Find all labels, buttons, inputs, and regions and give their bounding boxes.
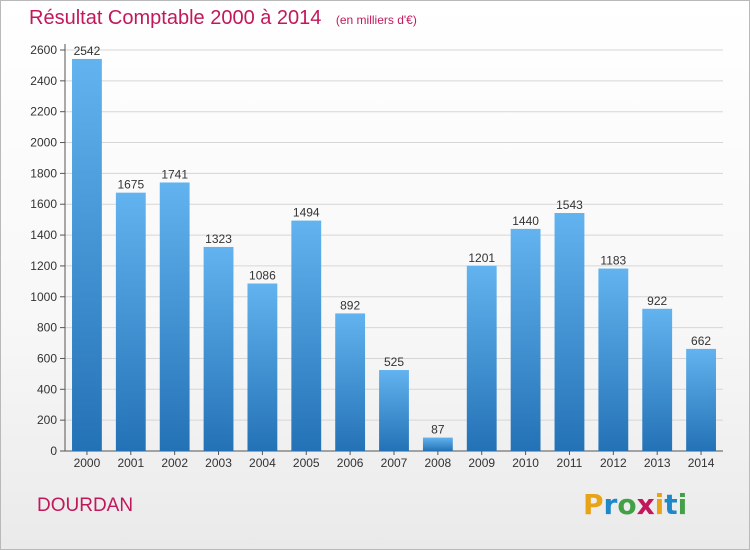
logo-letter: i	[677, 488, 688, 521]
bar-value-label: 1183	[600, 254, 626, 268]
bar-value-label: 1675	[117, 178, 144, 192]
commune-name: DOURDAN	[37, 495, 134, 516]
x-tick-label: 2006	[337, 456, 364, 470]
chart-subtitle: (en milliers d'€)	[335, 13, 417, 27]
bar	[335, 313, 366, 451]
bar-value-label: 1741	[161, 167, 188, 181]
x-tick-label: 2010	[512, 456, 539, 470]
bar	[379, 370, 409, 451]
bar	[115, 192, 146, 452]
logo-letter: t	[664, 488, 678, 521]
title-row: Résultat Comptable 2000 à 2014 (en milli…	[29, 7, 417, 30]
bar	[422, 437, 453, 451]
bar	[554, 213, 585, 451]
x-tick-label: 2011	[557, 456, 583, 470]
bar	[247, 283, 278, 451]
x-tick-label: 2007	[381, 456, 408, 470]
logo-letter: r	[603, 488, 618, 521]
y-tick-label: 0	[50, 444, 57, 458]
bar	[203, 246, 234, 451]
bar	[291, 220, 322, 451]
proxiti-logo: Proxiti	[583, 488, 687, 521]
y-tick-label: 2000	[30, 136, 57, 150]
bar-value-label: 2542	[74, 44, 101, 58]
bar	[642, 308, 673, 451]
x-tick-label: 2009	[468, 456, 495, 470]
logo-letter: i	[654, 488, 665, 521]
x-tick-label: 2013	[644, 456, 671, 470]
x-tick-label: 2014	[688, 456, 715, 470]
bar	[466, 265, 497, 451]
x-tick-label: 2003	[205, 456, 232, 470]
logo-letter: x	[636, 488, 655, 521]
bar	[510, 228, 541, 451]
y-tick-label: 800	[37, 321, 57, 335]
x-tick-label: 2004	[249, 456, 276, 470]
y-tick-label: 1400	[30, 228, 57, 242]
bar-value-label: 922	[647, 294, 667, 308]
bar-value-label: 525	[384, 355, 404, 369]
bar-value-label: 892	[340, 298, 360, 312]
x-tick-label: 2008	[425, 456, 452, 470]
bar	[598, 268, 629, 451]
y-tick-label: 1000	[30, 290, 57, 304]
y-tick-label: 1600	[30, 197, 57, 211]
y-tick-label: 400	[37, 382, 57, 396]
bar	[159, 182, 190, 451]
y-tick-label: 200	[37, 413, 57, 427]
y-tick-label: 2200	[30, 105, 57, 119]
bar-value-label: 1543	[556, 198, 583, 212]
bar-value-label: 1086	[249, 269, 276, 283]
y-tick-label: 1200	[30, 259, 57, 273]
x-tick-label: 2000	[74, 456, 101, 470]
bar	[72, 58, 102, 452]
y-tick-label: 2600	[30, 43, 57, 57]
logo-letter: o	[617, 488, 637, 521]
logo-letter: P	[583, 488, 604, 521]
y-tick-label: 600	[37, 351, 57, 365]
bar-value-label: 87	[431, 423, 445, 437]
y-tick-label: 1800	[30, 166, 57, 180]
bar-value-label: 1440	[512, 214, 539, 228]
x-tick-label: 2005	[293, 456, 320, 470]
chart-title: Résultat Comptable 2000 à 2014	[29, 7, 322, 29]
y-tick-label: 2400	[30, 74, 57, 88]
x-tick-label: 2002	[161, 456, 188, 470]
x-tick-label: 2012	[600, 456, 627, 470]
bar	[686, 348, 716, 451]
bar-value-label: 1494	[293, 206, 320, 220]
bar-value-label: 662	[691, 334, 711, 348]
bar-value-label: 1201	[468, 251, 495, 265]
bar-value-label: 1323	[205, 232, 232, 246]
x-tick-label: 2001	[117, 456, 144, 470]
